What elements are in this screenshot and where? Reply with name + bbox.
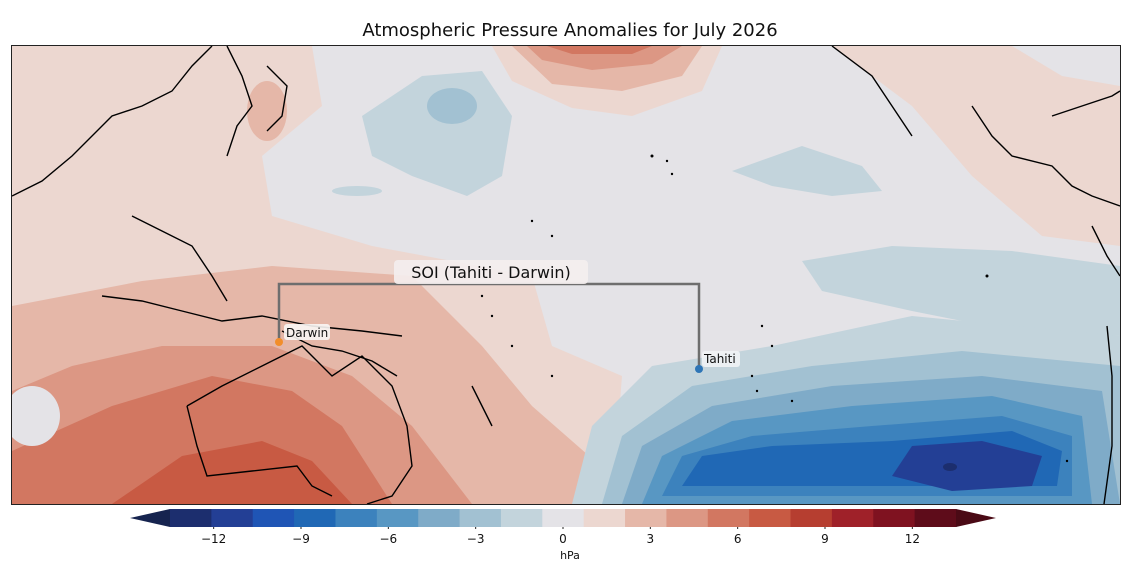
colorbar-tick-label: 12 <box>904 532 920 546</box>
colorbar-tick-label: 0 <box>559 532 567 546</box>
colorbar-tick-label: 9 <box>821 532 829 546</box>
north-pacific-low-inner <box>427 88 477 124</box>
north-pacific-low-streak <box>332 186 382 196</box>
coastline-south-america <box>1103 325 1113 504</box>
tahiti-marker <box>695 365 703 373</box>
northeast-neutral-patch <box>1012 46 1120 86</box>
coastline-gulf <box>1051 90 1120 117</box>
tahiti-label-box <box>702 351 740 367</box>
colorbar-cell <box>790 509 833 527</box>
colorbar-tick-label: 3 <box>646 532 655 546</box>
positive-anomaly-zone-5 <box>112 441 352 504</box>
coastline-australia <box>186 345 413 504</box>
colorbar-cell <box>831 509 874 527</box>
colorbar-cell <box>873 509 916 527</box>
colorbar-cell <box>294 509 336 527</box>
colorbar-cell <box>914 509 957 527</box>
colorbar-cell <box>418 509 461 527</box>
colorbar-cells <box>170 509 957 527</box>
north-positive-lobe-4 <box>547 46 652 54</box>
colorbar-cell <box>666 509 709 527</box>
colorbar-tick-label: −12 <box>200 532 227 546</box>
coastline-indonesia <box>101 295 403 337</box>
coastline-central-america <box>1091 225 1120 277</box>
colorbar-cell <box>749 509 792 527</box>
anomaly-map: SOI (Tahiti - Darwin) Darwin Tahiti <box>11 45 1121 505</box>
coastline-korea-china <box>226 46 253 157</box>
coastlines <box>12 46 1120 504</box>
coastline-australia-south <box>186 405 333 497</box>
colorbar-cell <box>252 509 295 527</box>
coastline-northwest-america <box>831 46 913 137</box>
colorbar-cell <box>335 509 378 527</box>
equatorial-low-band <box>802 246 1120 336</box>
colorbar-cell <box>459 509 502 527</box>
darwin-station: Darwin <box>275 324 330 346</box>
positive-blob-japan <box>247 81 287 141</box>
colorbar-cell <box>500 509 543 527</box>
map-title: Atmospheric Pressure Anomalies for July … <box>362 20 778 41</box>
northeast-positive-zone <box>832 46 1120 246</box>
east-pacific-low <box>732 146 882 196</box>
neutral-patch-west <box>12 386 60 446</box>
colorbar-cell <box>707 509 750 527</box>
southeast-low-core <box>943 463 957 471</box>
coastline-indochina <box>131 215 228 302</box>
colorbar-cell <box>625 509 667 527</box>
colorbar-cell <box>542 509 585 527</box>
coastline-new-guinea <box>281 330 398 377</box>
colorbar-cell <box>376 509 419 527</box>
anomaly-map-svg: SOI (Tahiti - Darwin) Darwin Tahiti <box>12 46 1120 504</box>
coastline-north-america <box>971 105 1120 207</box>
darwin-label: Darwin <box>286 326 328 340</box>
colorbar-tick-marks <box>213 527 913 529</box>
southeast-low-level-7 <box>892 441 1042 491</box>
colorbar-cell <box>170 509 212 527</box>
colorbar-cell <box>583 509 626 527</box>
colorbar-tick-label: −9 <box>292 532 310 546</box>
colorbar-tick-label: −6 <box>379 532 398 546</box>
soi-label: SOI (Tahiti - Darwin) <box>411 263 571 282</box>
soi-label-box <box>394 260 588 284</box>
colorbar-cell <box>211 509 254 527</box>
coastline-asia <box>12 46 213 197</box>
colorbar-tick-label: 6 <box>733 532 742 546</box>
coastline-new-caledonia <box>471 385 493 427</box>
colorbar-unit: hPa <box>560 549 580 562</box>
darwin-label-box <box>284 324 330 340</box>
darwin-marker <box>275 338 283 346</box>
tahiti-label: Tahiti <box>703 352 736 366</box>
colorbar-under-arrow <box>130 509 170 527</box>
soi-label-group: SOI (Tahiti - Darwin) <box>394 260 588 284</box>
colorbar-over-arrow <box>956 509 996 527</box>
tahiti-station: Tahiti <box>695 351 740 373</box>
coastline-japan <box>266 65 288 132</box>
colorbar-tick-label: −3 <box>466 532 485 546</box>
colorbar <box>130 509 996 529</box>
